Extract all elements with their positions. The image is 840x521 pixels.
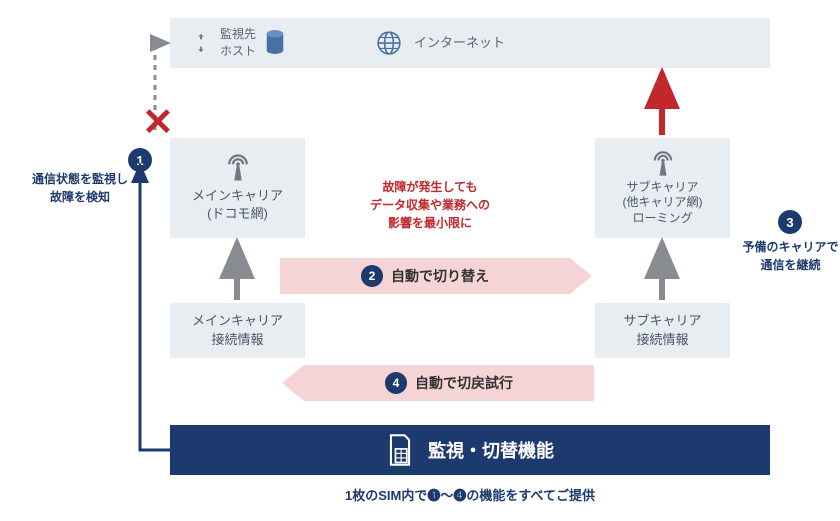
red-center-text: 故障が発生しても データ収集や業務への 影響を最小限に (330, 178, 530, 232)
band2-label: 自動で切り替え (391, 266, 489, 286)
badge-1: 1 (128, 148, 152, 172)
switch-band-2: 2 自動で切り替え (280, 258, 570, 294)
switch-band-4: 4 自動で切戻試行 (304, 365, 594, 401)
x-mark-icon: ✕ (142, 100, 174, 145)
internet-label: インターネット (414, 34, 505, 52)
main-carrier-label: メインキャリア (ドコモ網) (192, 187, 283, 223)
globe-icon (376, 30, 402, 56)
band4-arrowhead (282, 365, 304, 401)
db-icon (264, 29, 286, 57)
monitor-switch-box: 監視・切替機能 (170, 425, 770, 475)
sub-conn-info-label: サブキャリア 接続情報 (623, 312, 701, 348)
badge-2: 2 (361, 265, 383, 287)
top-bar-box: 監視先 ホスト インターネット (170, 18, 770, 68)
main-carrier-box: メインキャリア (ドコモ網) (170, 138, 305, 238)
footer-text: 1枚のSIM内で❶～❹の機能をすべてご提供 (170, 485, 770, 504)
blue-box-label: 監視・切替機能 (428, 437, 554, 463)
badge-4: 4 (385, 372, 407, 394)
antenna-icon (649, 150, 677, 178)
sim-icon (386, 433, 414, 467)
side-text-1: 通信状態を監視し 故障を検知 (20, 170, 140, 206)
badge-3: 3 (778, 210, 802, 234)
main-conn-info-label: メインキャリア 接続情報 (192, 312, 283, 348)
antenna-icon (223, 153, 253, 183)
band4-label: 自動で切戻試行 (415, 373, 513, 393)
monitor-host-label: 監視先 ホスト (220, 26, 256, 60)
sub-carrier-box: サブキャリア (他キャリア網) ローミング (595, 138, 730, 238)
globe-arrow-icon (190, 32, 212, 54)
sub-carrier-label: サブキャリア (他キャリア網) ローミング (623, 180, 703, 227)
band2-arrowhead (570, 258, 592, 294)
sub-conn-info-box: サブキャリア 接続情報 (595, 303, 730, 358)
main-conn-info-box: メインキャリア 接続情報 (170, 303, 305, 358)
side-text-3: 予備のキャリアで 通信を継続 (738, 238, 840, 274)
